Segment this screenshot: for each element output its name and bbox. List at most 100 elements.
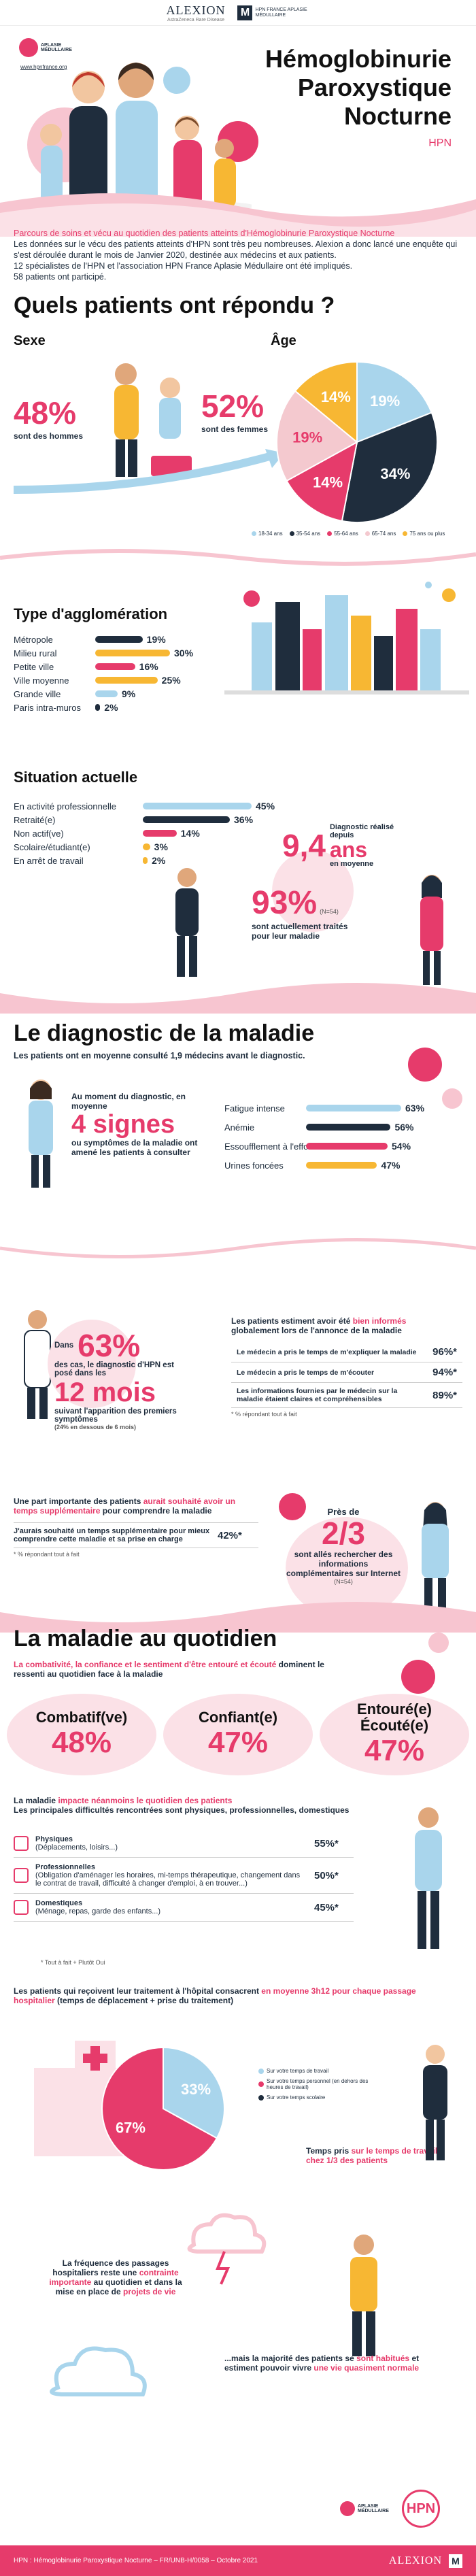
legend-swatch — [258, 2081, 264, 2087]
diag-sub: en moyenne — [329, 860, 374, 868]
difficulty-text: Physiques (Déplacements, loisirs...) — [35, 1835, 307, 1852]
informed-post: globalement lors de l'annonce de la mala… — [231, 1326, 402, 1335]
wish-note: * % répondant tout à fait — [14, 1551, 80, 1558]
agglo-bars: Métropole 19% Milieu rural 30% Petite ville 1… — [14, 633, 231, 714]
legend-swatch — [364, 531, 370, 536]
situation-bar — [143, 816, 230, 823]
agglo-label: Milieu rural — [14, 648, 57, 658]
difficulties-list: Physiques (Déplacements, loisirs...) 55%* P… — [14, 1830, 354, 1922]
agglo-value: 19% — [146, 634, 166, 645]
diff-note: * Tout à fait + Plutôt Oui — [41, 1959, 105, 1966]
frac-note: (N=54) — [334, 1578, 353, 1585]
symptom-label: Fatigue intense — [224, 1103, 285, 1114]
symptom-label: Urines foncées — [224, 1160, 284, 1171]
symptom-row: Urines foncées 47% — [224, 1156, 462, 1175]
diag-value: 9,4 — [282, 828, 326, 863]
age-0-slice — [356, 361, 433, 444]
situation-bar — [143, 857, 148, 864]
habit-mid: et estiment pouvoir vivre — [224, 2354, 420, 2373]
footer-logos: ALEXION M — [389, 2554, 462, 2568]
informed-row: Les informations fournies par le médecin… — [231, 1382, 462, 1408]
pct63-text: des cas, le diagnostic d'HPN est posé da… — [54, 1361, 174, 1377]
difficulty-row: Professionnelles (Obligation d'aménager l… — [14, 1858, 354, 1894]
frac-block: Près de 2/3 sont allés rechercher des in… — [286, 1507, 401, 1585]
hosp-block: Les patients qui reçoivent leur traiteme… — [14, 1986, 449, 2005]
time-work-label: 33% — [181, 2081, 211, 2098]
section2-bg — [0, 1014, 476, 1626]
situation-value: 14% — [180, 828, 200, 839]
legend-label: Sur votre temps de travail — [267, 2068, 329, 2074]
feeling-card: Confiant(e) 47% — [163, 1694, 313, 1775]
legend-swatch — [258, 2094, 264, 2101]
footer-m-icon: M — [449, 2554, 462, 2568]
legend-swatch — [289, 531, 294, 536]
title-line-1: Hémoglobinurie — [265, 45, 452, 73]
man-illustration — [415, 1807, 442, 1949]
section3-blob-2 — [428, 1633, 449, 1653]
dans-text: Dans — [54, 1341, 74, 1350]
situation-title: Situation actuelle — [14, 769, 138, 786]
symptom-value: 63% — [405, 1103, 425, 1114]
age-legend-item: 18-34 ans — [252, 531, 283, 537]
feeling-value: 47% — [207, 1726, 269, 1759]
footer: HPN : Hémoglobinurie Paroxystique Noctur… — [0, 2545, 476, 2576]
intro-lead: Parcours de soins et vécu au quotidien d… — [14, 229, 395, 238]
alexion-subtitle: AstraZeneca Rare Disease — [167, 17, 225, 22]
impact-hl: impacte néanmoins le quotidien des patie… — [58, 1796, 233, 1805]
age-4-slice — [294, 361, 358, 444]
agglo-value: 30% — [174, 648, 194, 658]
symptom-bar — [306, 1124, 391, 1131]
situation-row: Scolaire/étudiant(e) 3% — [14, 840, 299, 854]
age-legend-item: 75 ans ou plus — [403, 531, 445, 537]
informed-row: Le médecin a pris le temps de m'explique… — [231, 1342, 462, 1362]
treated-text: sont actuellement traités pour leur mala… — [252, 922, 348, 941]
freq-text1: La fréquence des passages hospitaliers r… — [52, 2258, 169, 2277]
symptom-bar — [306, 1143, 388, 1150]
footer-text: HPN : Hémoglobinurie Paroxystique Noctur… — [14, 2557, 258, 2564]
situation-row: Non actif(ve) 14% — [14, 826, 299, 840]
intro-p2: 12 spécialistes de l'HPN et l'associatio… — [14, 261, 353, 271]
wish-block: Une part importante des patients aurait … — [14, 1496, 258, 1558]
frac-blob — [286, 1517, 408, 1619]
agglo-bar — [95, 677, 158, 684]
freq-text2: au quotidien et dans la mise en place de — [55, 2277, 182, 2296]
situation-value: 36% — [234, 814, 254, 825]
informed-label: Le médecin a pris le temps de m'écouter — [231, 1362, 428, 1383]
walking-icon — [14, 1836, 29, 1851]
agglo-row: Milieu rural 30% — [14, 646, 231, 660]
situation-label: Non actif(ve) — [14, 828, 64, 839]
website-link[interactable]: www.hpnfrance.org — [20, 64, 67, 70]
consult-woman-illustration — [29, 1080, 53, 1188]
near-text: Près de — [327, 1507, 360, 1517]
bottom-hpn-emblem: HPN — [402, 2490, 440, 2528]
pct63: 63% — [78, 1328, 141, 1363]
age-1-slice — [341, 412, 438, 523]
time-legend-item: Sur votre temps scolaire — [258, 2094, 381, 2101]
diag-delay-block: Dans 63% des cas, le diagnostic d'HPN es… — [54, 1330, 190, 1431]
diagnostic-years: 9,4 Diagnostic réalisé depuis ans en moy… — [282, 823, 394, 868]
home-icon — [14, 1900, 29, 1915]
difficulty-row: Physiques (Déplacements, loisirs...) 55%* — [14, 1830, 354, 1858]
hpn-m-icon: M — [237, 5, 253, 20]
agglo-bar — [95, 636, 143, 643]
habit-hl: sont habitués — [356, 2354, 410, 2363]
intro-text: Parcours de soins et vécu au quotidien d… — [14, 228, 462, 282]
situation-label: En activité professionnelle — [14, 801, 117, 812]
difficulty-value: 50%* — [314, 1869, 339, 1881]
feeling-label: Confiant(e) — [198, 1709, 278, 1726]
informed-label: Les informations fournies par le médecin… — [231, 1382, 428, 1408]
symptom-value: 54% — [392, 1141, 411, 1152]
age-legend-item: 55-64 ans — [327, 531, 358, 537]
women-pct: 52% — [201, 388, 265, 424]
section1-bottom-wave — [0, 983, 476, 1014]
symptom-value: 56% — [394, 1122, 414, 1133]
agglo-row: Paris intra-muros 2% — [14, 701, 231, 714]
age-2-slice — [286, 441, 358, 522]
informed-hl: bien informés — [352, 1316, 407, 1326]
section3-intro: La combativité, la confiance et le senti… — [14, 1660, 354, 1679]
hosp-post: (temps de déplacement + prise du traitem… — [57, 1996, 234, 2005]
wish-post: pour comprendre la maladie — [102, 1506, 212, 1516]
section2-title: Le diagnostic de la maladie — [14, 1020, 315, 1046]
symptom-value: 47% — [381, 1160, 401, 1171]
treated-note: (N=54) — [320, 908, 339, 915]
